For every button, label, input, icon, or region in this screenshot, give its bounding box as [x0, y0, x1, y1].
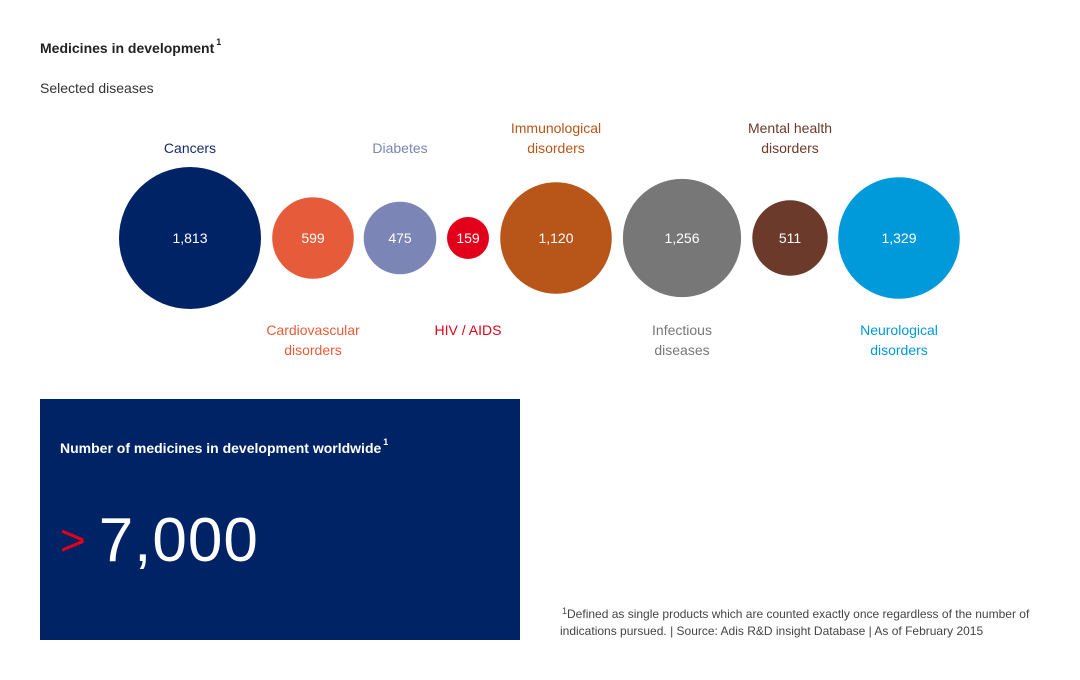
- summary-panel-title-text: Number of medicines in development world…: [60, 440, 382, 456]
- bubble-chart: 1,813 Cancers 599 Cardiovascular disorders 47…: [119, 120, 960, 358]
- bubble-value-neurological-disorders: 1,329: [881, 230, 916, 246]
- bubble-neurological-disorders: [838, 177, 960, 299]
- bubble-value-diabetes: 475: [388, 230, 412, 246]
- summary-panel-value: >7,000: [60, 505, 259, 583]
- footnote-text: Defined as single products which are cou…: [560, 607, 1030, 638]
- bubble-value-cardiovascular-disorders: 599: [301, 230, 325, 246]
- bubble-label-diabetes: Diabetes: [372, 140, 427, 156]
- summary-panel-title: Number of medicines in development world…: [60, 437, 389, 456]
- chart-title-text: Medicines in development: [40, 40, 215, 56]
- chart-title: Medicines in development 1: [40, 37, 222, 56]
- bubble-label-infectious-diseases: Infectious diseases: [652, 322, 712, 358]
- bubble-diabetes: [363, 201, 437, 275]
- bubble-label-immunological-disorders: Immunological disorders: [511, 120, 601, 156]
- greater-than-symbol: >: [60, 516, 87, 565]
- footnote-marker: 1: [562, 606, 568, 616]
- bubble-label-neurological-disorders: Neurological disorders: [860, 322, 938, 358]
- chart-subtitle: Selected diseases: [40, 80, 154, 96]
- summary-panel: Number of medicines in development world…: [40, 399, 520, 640]
- bubble-cancers: [119, 167, 261, 309]
- bubble-value-mental-health-disorders: 511: [779, 230, 802, 246]
- bubble-mental-health-disorders: [752, 200, 828, 276]
- bubble-label-mental-health-disorders: Mental health disorders: [748, 120, 832, 156]
- bubble-value-hiv-aids: 159: [456, 230, 480, 246]
- bubble-cardiovascular-disorders: [272, 197, 354, 279]
- bubble-value-cancers: 1,813: [172, 230, 207, 246]
- bubble-label-hiv-aids: HIV / AIDS: [435, 322, 502, 338]
- bubble-label-cancers: Cancers: [164, 140, 216, 156]
- title-footnote-marker: 1: [216, 37, 222, 47]
- bubble-value-immunological-disorders: 1,120: [538, 230, 573, 246]
- bubble-infectious-diseases: [622, 178, 742, 298]
- footnote: 1Defined as single products which are co…: [560, 606, 1050, 640]
- bubble-hiv-aids: [447, 217, 489, 259]
- bubble-value-infectious-diseases: 1,256: [664, 230, 699, 246]
- bubble-label-cardiovascular-disorders: Cardiovascular disorders: [266, 322, 360, 358]
- panel-footnote-marker: 1: [383, 437, 389, 447]
- bubble-immunological-disorders: [500, 182, 612, 294]
- total-medicines-value: 7,000: [98, 506, 259, 575]
